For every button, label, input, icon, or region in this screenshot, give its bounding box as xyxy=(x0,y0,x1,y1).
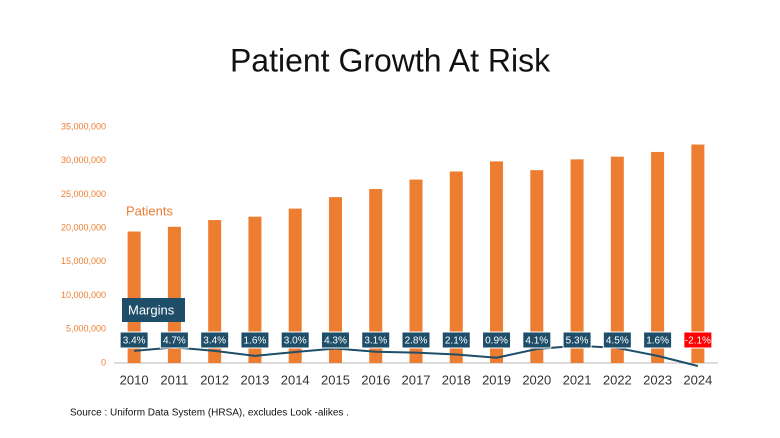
bar xyxy=(208,220,222,363)
bar xyxy=(248,216,262,363)
value-label-box xyxy=(562,331,592,349)
x-tick-label: 2022 xyxy=(603,372,632,387)
value-label-box xyxy=(683,331,713,349)
value-label-box xyxy=(643,331,673,349)
value-label: 2.8% xyxy=(405,336,428,347)
bar xyxy=(409,179,423,363)
value-label: 1.6% xyxy=(646,336,669,347)
value-label-box xyxy=(320,331,350,349)
y-tick-label: 10,000,000 xyxy=(61,290,106,300)
value-label: 4.7% xyxy=(163,336,186,347)
value-label-box xyxy=(441,331,471,349)
x-tick-label: 2012 xyxy=(200,372,229,387)
source-note: Source : Uniform Data System (HRSA), exc… xyxy=(70,408,349,419)
value-label: 5.3% xyxy=(566,336,589,347)
value-label: 3.1% xyxy=(364,336,387,347)
x-tick-label: 2010 xyxy=(120,372,149,387)
bar xyxy=(127,231,141,363)
x-tick-label: 2011 xyxy=(160,372,188,387)
series-label: Patients xyxy=(126,203,173,218)
bar xyxy=(651,151,665,363)
value-label-box xyxy=(482,331,512,349)
bar xyxy=(328,197,342,363)
value-label: -2.1% xyxy=(685,336,711,347)
value-label: 4.1% xyxy=(525,336,548,347)
value-label: 4.5% xyxy=(606,336,629,347)
bar xyxy=(167,226,181,363)
value-label: 2.1% xyxy=(445,336,468,347)
x-tick-label: 2017 xyxy=(402,372,431,387)
value-label-box xyxy=(200,331,230,349)
bar xyxy=(490,161,504,363)
value-label-box xyxy=(602,331,632,349)
y-tick-label: 5,000,000 xyxy=(66,324,106,334)
value-label-box xyxy=(119,331,149,349)
x-tick-label: 2023 xyxy=(643,372,672,387)
bar xyxy=(610,156,624,363)
series-label: Margins xyxy=(128,302,175,317)
value-label: 1.6% xyxy=(244,336,267,347)
y-tick-label: 0 xyxy=(101,357,106,367)
x-tick-label: 2015 xyxy=(321,372,350,387)
value-label: 3.4% xyxy=(123,336,146,347)
bar xyxy=(691,144,705,363)
x-tick-label: 2013 xyxy=(240,372,269,387)
value-label: 3.0% xyxy=(284,336,307,347)
y-tick-label: 35,000,000 xyxy=(61,121,106,131)
bar xyxy=(530,170,544,363)
series-label-box xyxy=(122,298,185,322)
bar xyxy=(449,171,463,363)
chart-title: Patient Growth At Risk xyxy=(230,42,551,78)
value-label-box xyxy=(361,331,391,349)
y-tick-label: 15,000,000 xyxy=(61,256,106,266)
x-tick-label: 2019 xyxy=(482,372,511,387)
x-tick-label: 2016 xyxy=(361,372,390,387)
value-label: 3.4% xyxy=(203,336,226,347)
value-label: 0.9% xyxy=(485,336,508,347)
x-tick-label: 2021 xyxy=(563,372,592,387)
x-tick-label: 2014 xyxy=(281,372,310,387)
value-label-box xyxy=(240,331,270,349)
y-tick-label: 20,000,000 xyxy=(61,223,106,233)
y-tick-label: 25,000,000 xyxy=(61,189,106,199)
value-label-box xyxy=(401,331,431,349)
x-tick-label: 2024 xyxy=(683,372,712,387)
value-label-box xyxy=(522,331,552,349)
bar xyxy=(288,208,302,363)
value-label-box xyxy=(280,331,310,349)
value-label: 4.3% xyxy=(324,336,347,347)
value-label-box xyxy=(159,331,189,349)
y-tick-label: 30,000,000 xyxy=(61,155,106,165)
x-tick-label: 2020 xyxy=(522,372,551,387)
bar xyxy=(570,159,584,363)
x-tick-label: 2018 xyxy=(442,372,471,387)
bar xyxy=(369,189,383,363)
